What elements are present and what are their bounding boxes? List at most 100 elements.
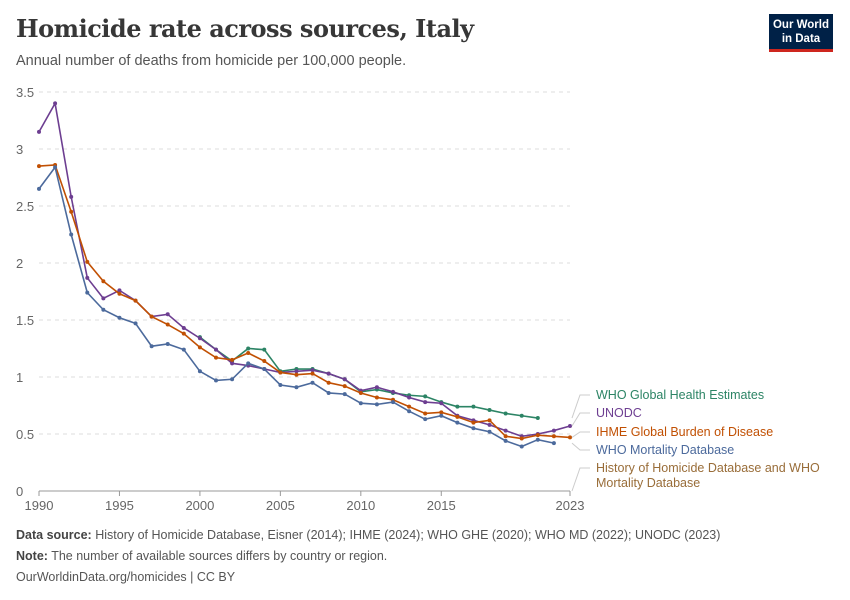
data-point — [37, 164, 41, 169]
data-point — [503, 434, 508, 439]
series-line — [38, 165, 555, 448]
data-point — [342, 377, 347, 382]
data-point — [551, 434, 556, 439]
data-point — [487, 429, 492, 434]
data-point — [471, 420, 476, 425]
data-point — [69, 194, 74, 199]
data-point — [214, 355, 218, 360]
data-point — [53, 165, 58, 170]
data-point — [326, 371, 331, 376]
data-point — [423, 394, 428, 399]
legend-connector — [571, 431, 590, 438]
data-point — [246, 351, 251, 356]
data-point — [165, 312, 170, 317]
x-tick-label: 2005 — [266, 498, 295, 513]
legend-connector — [571, 394, 590, 419]
data-point — [455, 414, 460, 419]
data-point — [181, 325, 186, 330]
data-point — [391, 400, 395, 405]
data-point — [197, 345, 202, 350]
data-point — [358, 390, 363, 395]
data-point — [117, 291, 122, 296]
owid-logo[interactable]: Our World in Data — [769, 14, 833, 52]
data-point — [246, 361, 251, 366]
data-point — [37, 129, 41, 134]
y-tick-label: 3.5 — [16, 85, 34, 100]
data-point — [85, 290, 90, 295]
data-point — [535, 416, 540, 421]
y-tick-label: 3 — [16, 142, 23, 157]
y-tick-label: 1.5 — [16, 313, 34, 328]
series-line — [38, 101, 571, 438]
data-point — [294, 369, 299, 374]
data-point — [278, 370, 283, 375]
data-point — [568, 424, 572, 429]
data-point — [503, 411, 508, 416]
legend-connector — [571, 442, 590, 451]
data-point — [374, 395, 379, 400]
data-point — [342, 384, 347, 389]
data-point — [214, 378, 218, 383]
data-point — [214, 347, 218, 352]
data-point — [69, 209, 74, 214]
chart-title: Homicide rate across sources, Italy — [16, 14, 474, 43]
series-line — [38, 164, 571, 440]
data-point — [165, 322, 170, 327]
note-line: Note: The number of available sources di… — [16, 549, 387, 563]
y-tick-label: 2.5 — [16, 199, 34, 214]
data-point — [230, 357, 235, 362]
legend-label: Mortality Database — [596, 476, 700, 490]
data-point — [487, 418, 492, 423]
data-point — [551, 428, 556, 433]
y-tick-label: 1 — [16, 370, 23, 385]
y-tick-label: 2 — [16, 256, 23, 271]
note-label: Note: — [16, 549, 48, 563]
legend-label: UNODC — [596, 406, 642, 420]
data-point — [439, 413, 444, 418]
data-point — [568, 435, 572, 440]
data-point — [181, 347, 186, 352]
data-point — [519, 444, 524, 449]
source-line: Data source: History of Homicide Databas… — [16, 528, 720, 542]
data-point — [101, 307, 106, 312]
data-point — [278, 382, 283, 387]
x-tick-label: 2015 — [427, 498, 456, 513]
data-point — [101, 279, 106, 284]
x-tick-label: 2000 — [185, 498, 214, 513]
data-point — [310, 371, 315, 376]
data-point — [85, 259, 90, 264]
data-point — [358, 401, 363, 406]
legend-label: IHME Global Burden of Disease — [596, 425, 773, 439]
data-point — [181, 331, 186, 336]
data-point — [230, 377, 235, 382]
data-point — [133, 321, 138, 326]
data-point — [423, 417, 428, 422]
x-tick-label: 2010 — [346, 498, 375, 513]
data-point — [262, 367, 267, 372]
data-point — [487, 408, 492, 413]
note-text: The number of available sources differs … — [51, 549, 388, 563]
series-line — [199, 336, 538, 419]
data-point — [85, 275, 90, 280]
y-tick-label: 0.5 — [16, 427, 34, 442]
data-point — [455, 404, 460, 409]
data-point — [455, 420, 460, 425]
legend-label: History of Homicide Database and WHO — [596, 461, 820, 475]
data-point — [294, 385, 299, 390]
y-tick-label: 0 — [16, 484, 23, 499]
data-point — [117, 288, 122, 293]
legend-connector — [571, 467, 590, 492]
x-tick-label: 1995 — [105, 498, 134, 513]
data-point — [439, 410, 444, 415]
data-point — [471, 404, 476, 409]
data-point — [519, 436, 524, 441]
data-point — [230, 361, 235, 366]
legend-label: WHO Mortality Database — [596, 443, 734, 457]
data-point — [149, 314, 154, 319]
x-tick-label: 2023 — [556, 498, 585, 513]
data-point — [407, 404, 412, 409]
data-point — [69, 232, 74, 237]
data-point — [423, 400, 428, 405]
credit[interactable]: OurWorldinData.org/homicides | CC BY — [16, 570, 236, 584]
chart-subtitle: Annual number of deaths from homicide pe… — [16, 53, 407, 69]
